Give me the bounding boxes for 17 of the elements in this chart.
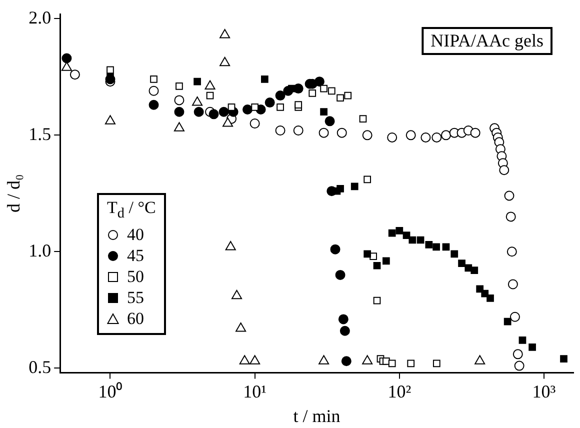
- legend-label: 55: [127, 287, 144, 308]
- x-tick-label: 10¹: [243, 381, 267, 402]
- x-axis-title: t / min: [293, 406, 340, 426]
- legend-label: 40: [127, 224, 144, 246]
- annotation: NIPA/AAc gels: [430, 30, 544, 51]
- legend-label: 60: [127, 308, 144, 330]
- x-tick-label: 10⁰: [98, 381, 122, 402]
- x-tick-label: 10³: [532, 381, 556, 402]
- y-tick-label: 0.5: [28, 356, 52, 377]
- x-tick-label: 10²: [388, 381, 412, 402]
- legend-label: 50: [127, 266, 144, 288]
- y-axis-title: d / d₀: [4, 174, 24, 213]
- y-tick-label: 2.0: [28, 7, 52, 28]
- y-tick-label: 1.5: [28, 124, 52, 144]
- y-tick-label: 1.0: [28, 240, 52, 260]
- legend-title: T$_{d}$ / °C: [107, 197, 156, 224]
- legend-label: 45: [127, 245, 144, 266]
